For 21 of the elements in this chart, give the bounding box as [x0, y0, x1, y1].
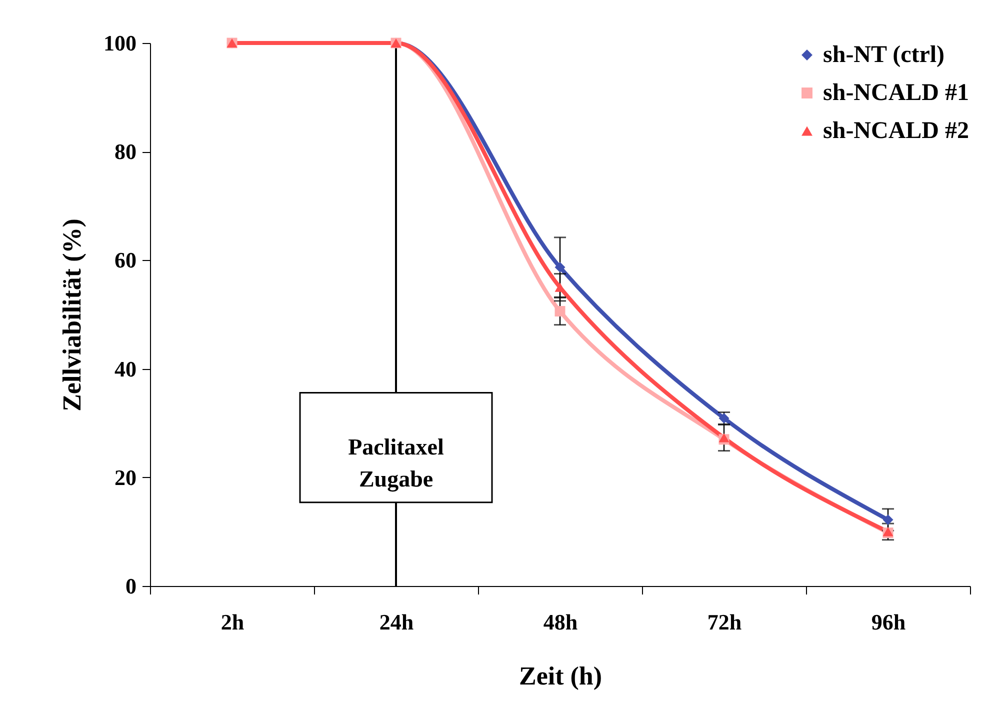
x-tick-label: 2h	[220, 610, 244, 634]
legend-label: sh-NT (ctrl)	[823, 42, 945, 68]
y-tick-label: 60	[114, 248, 136, 273]
y-tick-label: 0	[126, 574, 136, 598]
x-tick-label: 48h	[543, 610, 578, 634]
y-tick-label: 80	[114, 139, 136, 164]
point	[554, 262, 566, 273]
x-tick-label: 96h	[871, 610, 906, 634]
x-axis-title: Zeit (h)	[518, 662, 602, 690]
y-tick-label: 40	[114, 356, 136, 382]
legend-label: sh-NCALD #2	[823, 118, 970, 144]
point	[882, 514, 894, 525]
point	[554, 306, 566, 316]
ref-line-label: Paclitaxel Zugabe	[348, 434, 444, 493]
legend-label: sh-NCALD #1	[823, 80, 970, 106]
y-tick-label: 100	[104, 30, 136, 56]
x-tick-label: 24h	[379, 610, 414, 634]
y-axis-title: Zellviabilität (%)	[58, 218, 86, 412]
y-tick-label: 20	[114, 464, 136, 490]
x-tick-label: 72h	[707, 610, 742, 634]
point	[718, 433, 730, 442]
